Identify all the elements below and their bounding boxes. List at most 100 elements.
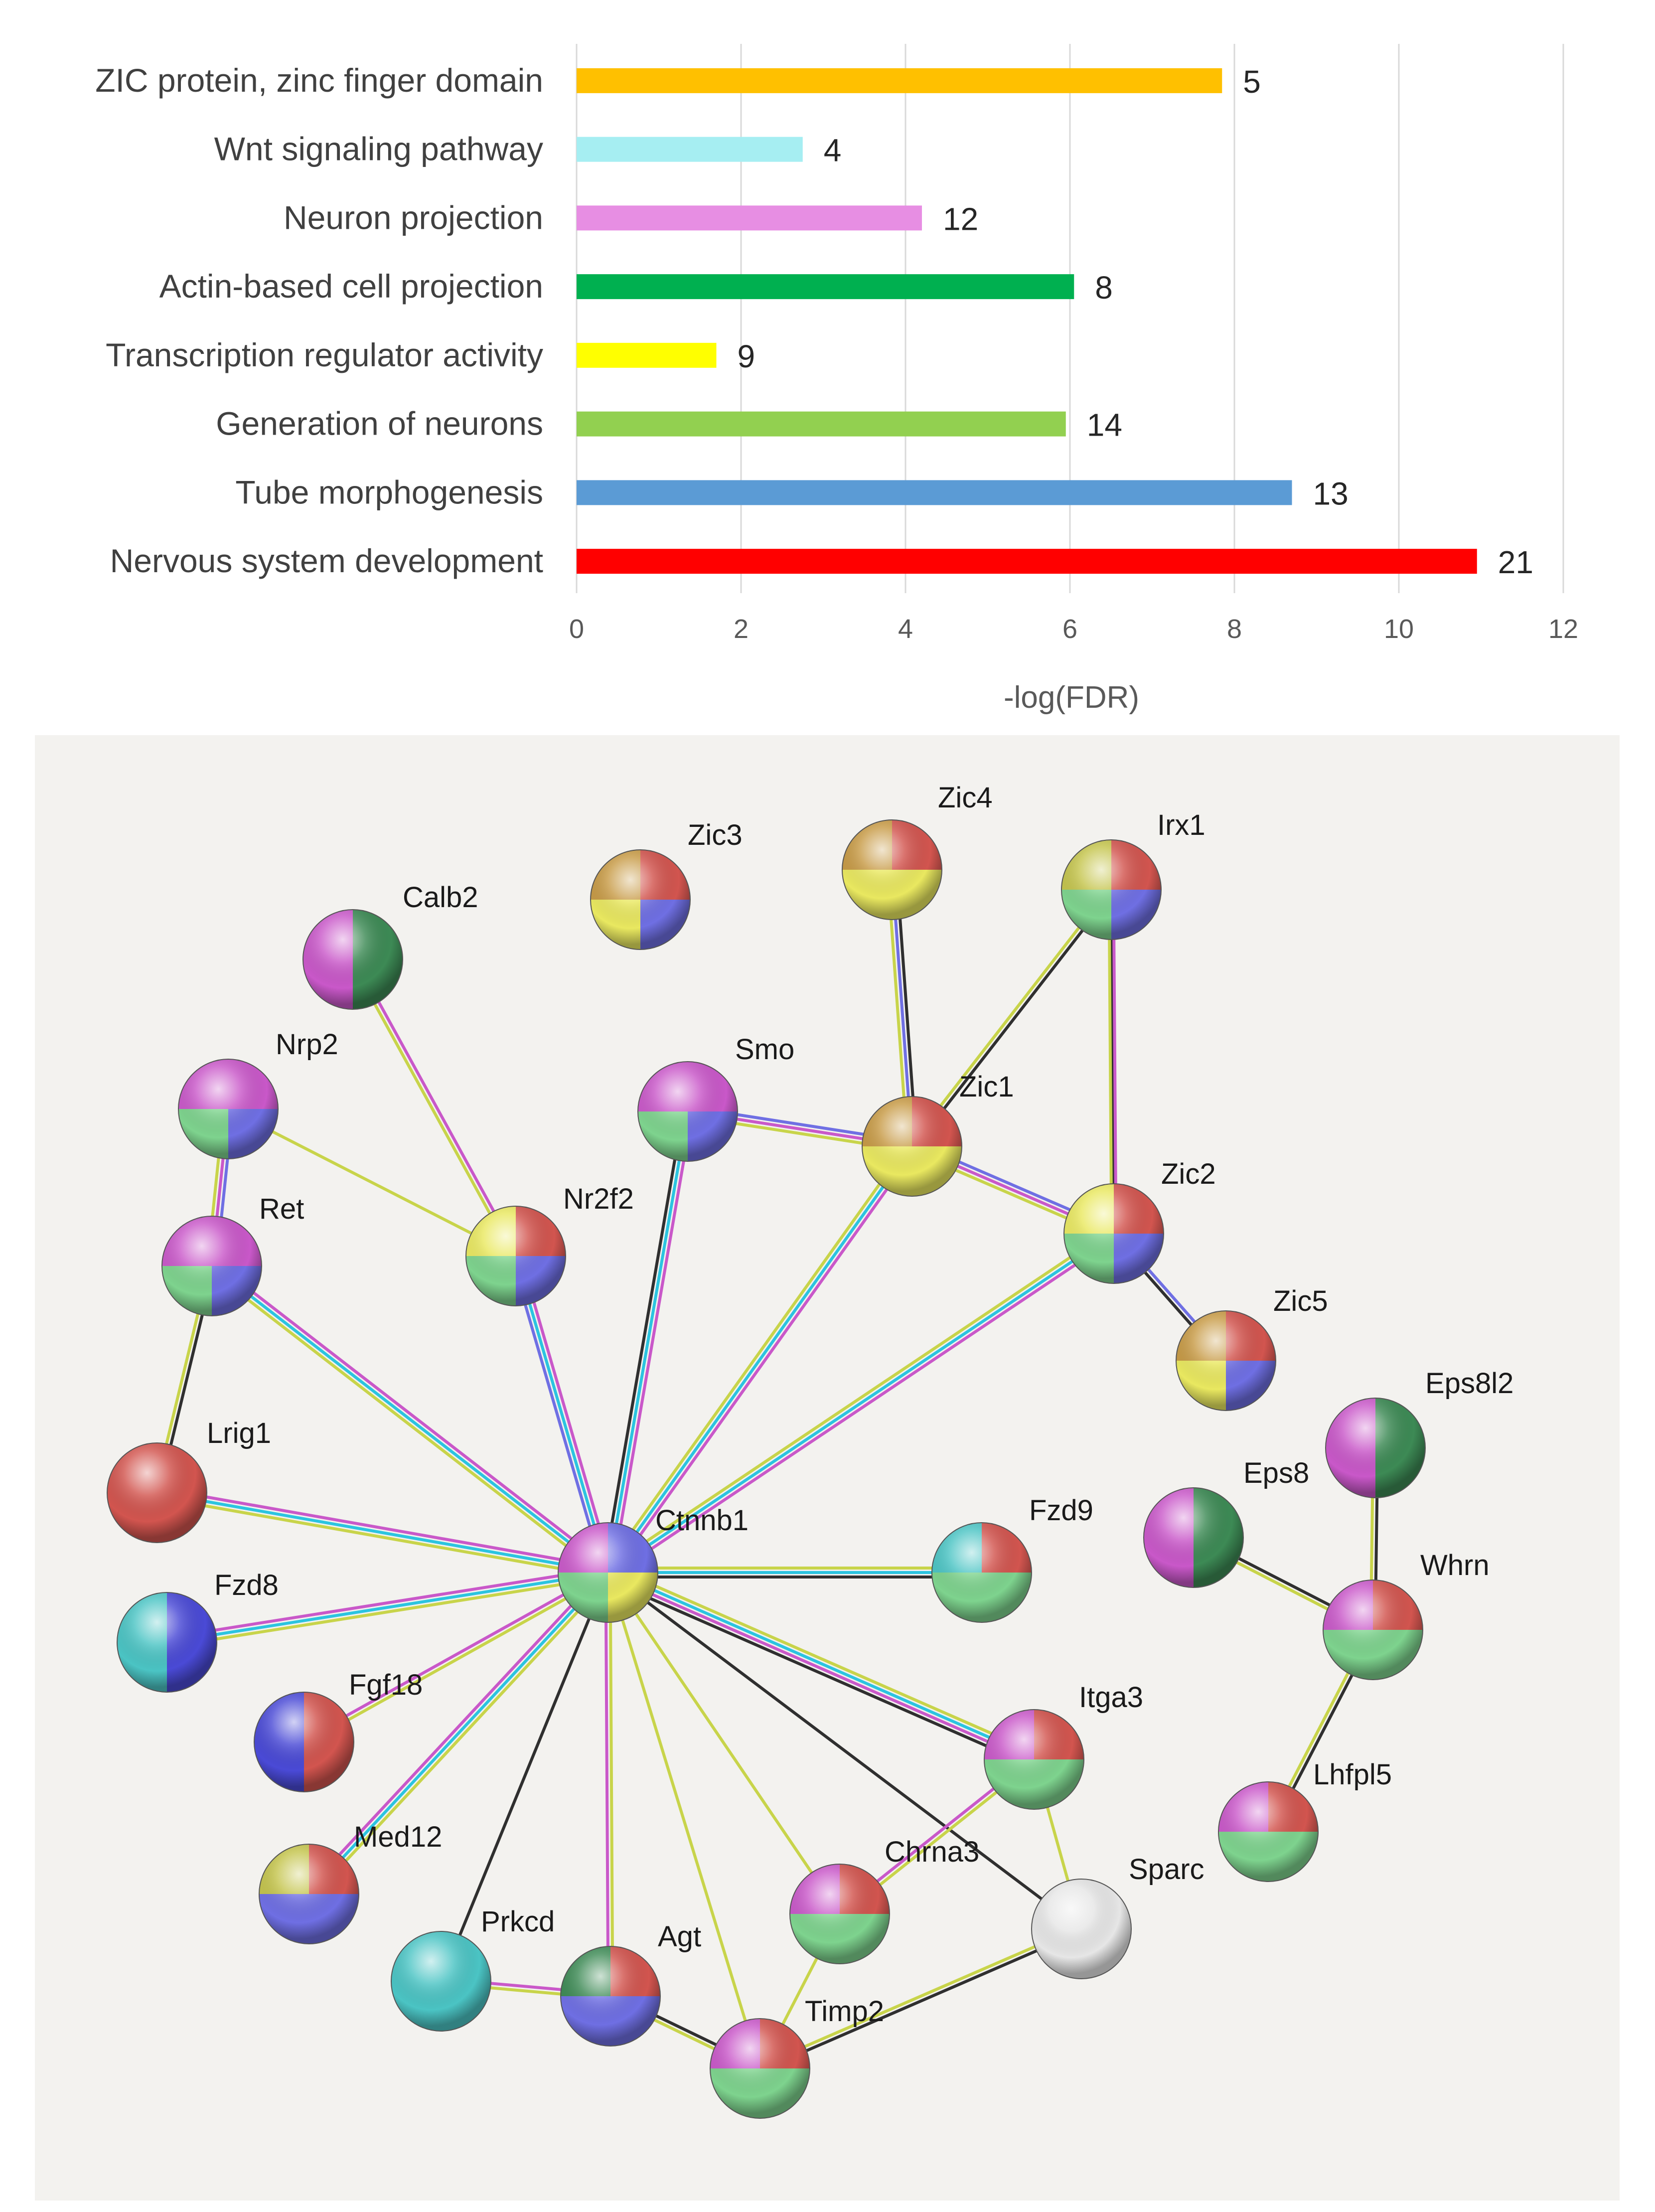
node-label: Zic5 [1273,1285,1328,1317]
node-eps8l2[interactable]: Eps8l2 [1325,1367,1513,1498]
node-ret[interactable]: Ret [161,1193,304,1316]
node-label: Eps8 [1243,1457,1309,1489]
edge-evidence-line [608,1571,614,1998]
edge-evidence-line [606,1571,761,2070]
node-label: Fgf18 [349,1669,423,1701]
node-gloss [302,909,403,1010]
x-tick-label: 8 [1227,614,1242,644]
edge-Ret-Ctnnb1[interactable] [207,1261,612,1578]
category-label: Tube morphogenesis [235,474,543,510]
edge-evidence-line [155,1491,609,1574]
edge-Zic1-Ctnnb1[interactable] [602,1142,917,1577]
node-chrna3[interactable]: Chrna3 [789,1836,979,1964]
chart-bars [577,68,1477,574]
edge-Fzd8-Ctnnb1[interactable] [164,1567,610,1648]
edge-evidence-line [166,1575,610,1648]
edge-Agt-Ctnnb1[interactable] [604,1571,614,1998]
edge-evidence-line [602,1142,910,1572]
node-gloss [984,1709,1084,1810]
node-gloss [259,1844,359,1944]
edge-Irx1-Zic2[interactable] [1110,888,1115,1235]
edge-Smo-Ctnnb1[interactable] [602,1109,694,1575]
node-zic4[interactable]: Zic4 [842,782,993,920]
edge-Irx1-Zic2[interactable] [1107,888,1118,1236]
node-whrn[interactable]: Whrn [1323,1549,1490,1680]
node-label: Whrn [1420,1549,1490,1581]
edge-Timp2-Ctnnb1[interactable] [606,1571,761,2070]
node-sparc[interactable]: Sparc [1031,1853,1204,1979]
edge-Itga3-Ctnnb1[interactable] [603,1565,1039,1767]
node-lrig1[interactable]: Lrig1 [107,1417,271,1543]
node-label: Zic2 [1161,1158,1216,1190]
node-nr2f2[interactable]: Nr2f2 [465,1183,634,1306]
node-irx1[interactable]: Irx1 [1061,809,1205,940]
edge-Med12-Ctnnb1[interactable] [304,1568,613,1899]
bar [577,549,1477,574]
edge-Calb2-Nr2f2[interactable] [349,956,519,1259]
edge-evidence-line [310,1574,613,1899]
node-zic2[interactable]: Zic2 [1063,1158,1216,1284]
count-label: 5 [1243,64,1261,100]
edge-Chrna3-Ctnnb1[interactable] [606,1571,841,1915]
edge-Prkcd-Ctnnb1[interactable] [440,1571,609,1983]
edge-Lrig1-Ctnnb1[interactable] [154,1487,610,1579]
edge-evidence-line [227,1107,517,1258]
node-gloss [558,1522,658,1623]
node-gloss [107,1442,207,1543]
network-nodes: Zic3 Zic4 Irx1 Calb2 Nrp2 Smo Zic1 Ret Nr2f2 Zic2… [107,782,1513,2119]
edge-Sparc-Timp2[interactable] [757,1925,1084,2072]
edge-evidence-line [606,1571,1083,1930]
node-gloss [1325,1398,1426,1498]
node-zic3[interactable]: Zic3 [590,819,743,950]
node-med12[interactable]: Med12 [259,1821,442,1944]
edge-evidence-line [606,1145,913,1574]
node-fzd8[interactable]: Fzd8 [117,1569,279,1693]
node-zic1[interactable]: Zic1 [862,1071,1014,1197]
node-agt[interactable]: Agt [560,1920,701,2047]
node-itga3[interactable]: Itga3 [984,1681,1143,1810]
edge-Fzd9-Ctnnb1[interactable] [606,1567,983,1579]
node-zic5[interactable]: Zic5 [1176,1285,1328,1411]
node-label: Nr2f2 [563,1183,634,1215]
node-gloss [590,849,691,950]
node-smo[interactable]: Smo [637,1033,794,1162]
node-label: Itga3 [1079,1681,1143,1714]
x-tick-labels: 0 2 4 6 8 10 12 [569,614,1578,644]
edge-evidence-line [609,1565,1039,1755]
edge-Fgf18-Ctnnb1[interactable] [301,1569,611,1745]
chart-gridlines [576,44,1564,593]
edge-evidence-line [759,1929,1084,2072]
edge-Nr2f2-Ctnnb1[interactable] [510,1253,614,1576]
node-timp2[interactable]: Timp2 [710,1995,884,2119]
edge-Sparc-Ctnnb1[interactable] [606,1571,1083,1930]
node-fzd9[interactable]: Fzd9 [931,1494,1093,1623]
node-gloss [1063,1183,1164,1284]
count-label: 9 [738,338,755,374]
edge-Zic2-Ctnnb1[interactable] [603,1228,1118,1578]
edge-evidence-line [1110,888,1115,1235]
node-prkcd[interactable]: Prkcd [391,1905,555,2032]
x-axis-title: -log(FDR) [1004,680,1139,715]
node-label: Prkcd [481,1905,555,1938]
node-gloss [1176,1310,1276,1411]
edge-Nrp2-Nr2f2[interactable] [227,1107,517,1258]
node-label: Zic4 [938,782,993,814]
bar [577,480,1292,505]
node-ctnnb1[interactable]: Ctnnb1 [558,1504,749,1623]
count-label: 12 [943,201,978,237]
node-gloss [1143,1487,1244,1588]
edge-evidence-line [154,1495,609,1579]
bar [577,205,922,231]
node-fgf18[interactable]: Fgf18 [254,1669,423,1792]
node-eps8[interactable]: Eps8 [1143,1457,1309,1588]
node-gloss [842,819,942,920]
node-lhfpl5[interactable]: Lhfpl5 [1218,1758,1392,1882]
x-tick-label: 0 [569,614,584,644]
node-label: Irx1 [1157,809,1205,841]
node-label: Fzd8 [214,1569,279,1601]
node-gloss [161,1216,262,1316]
node-nrp2[interactable]: Nrp2 [178,1028,338,1159]
node-calb2[interactable]: Calb2 [302,881,478,1010]
edge-Irx1-Zic1[interactable] [908,887,1115,1149]
edge-evidence-line [610,1110,694,1575]
